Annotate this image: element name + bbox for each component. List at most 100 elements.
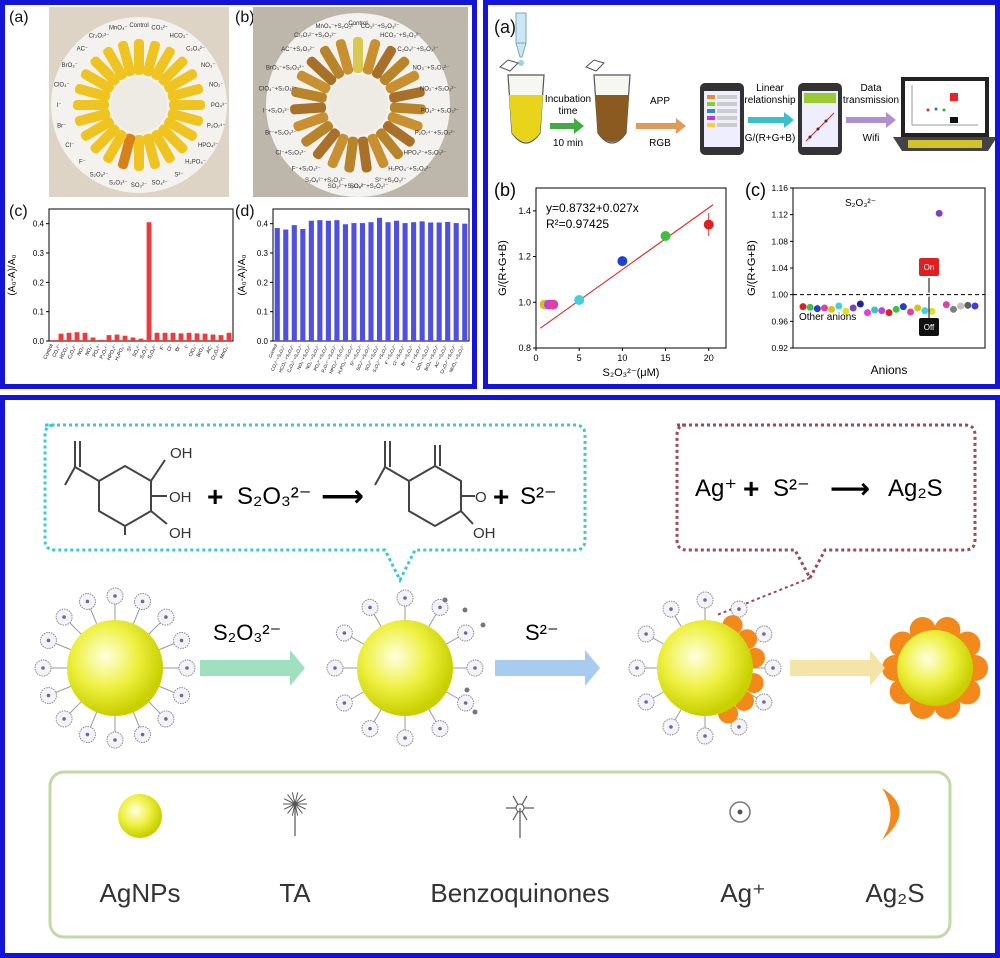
tube [389,102,426,115]
x-tick-label: NO₃⁻ [76,343,87,357]
legend-benzoquinones-label: Benzoquinones [430,878,609,908]
data-point [899,303,907,311]
tube [163,69,198,93]
tube-label: SO₄²⁻+S₂O₃²⁻ [350,184,388,190]
tube-label: Cl⁻ [65,143,74,149]
bar [226,332,232,341]
legend-ta-icon [283,792,307,836]
ta-ligand-core [403,736,407,740]
bar [291,225,297,341]
bar [342,224,348,341]
quinone-structure [374,441,475,528]
bar [66,332,72,341]
tube [335,39,354,75]
bar [122,335,128,341]
ta-ligand-core [85,599,90,604]
tube-label: I⁻+S₂O₃²⁻ [263,109,290,115]
ta-ligand-core [164,717,168,721]
benzoquinone-dot [462,607,468,613]
tube-label: S₂O₈²⁻ [90,172,109,178]
bar [368,222,374,341]
tube [301,120,334,147]
data-point [971,302,979,310]
bar [334,220,340,341]
tube [158,56,188,86]
ta-ligand-core [342,701,347,705]
data-point [835,302,843,310]
left-panel: (a) (b) (c) (d) Control CO₃²⁻ HCO₃⁻ C₂O₄²⁻ N… [0,0,477,389]
ta-spoke [294,803,307,810]
chart-title-b: (b) [494,180,516,200]
tube [293,112,329,132]
bar [411,222,417,341]
arrow-stage3-icon [790,650,885,686]
arrow-stage1-icon [200,650,305,686]
arrow-label-sulfide: S²⁻ [525,620,559,645]
tube [134,135,144,171]
oh-top: OH [170,445,193,462]
tube-label: PO₄³⁻ [211,103,227,109]
tube-label: HCO₃⁻+S₂O₃²⁻ [380,33,421,39]
tube-label: Control [348,21,367,27]
bar [114,334,120,341]
scatter-chart-anions: (c) 0.92 0.96 1.00 1.04 1.08 1.12 1.16 G/(R+G+B)… [745,180,986,377]
benzoquinone-dot [442,597,448,603]
label-c: (c) [9,203,28,220]
tube [362,39,381,75]
tube-label: S₂O₃²⁻ [109,180,128,186]
data-point [849,304,857,312]
ta-ligand-core [403,596,407,600]
on-badge [919,258,939,276]
ta-ligand-core [737,607,741,611]
bar [300,228,306,341]
tube [371,45,397,79]
ta-ligand-core [46,693,51,698]
reaction-arrow-1: ⟶ [321,480,364,513]
scatter-chart-linear: (b) 0.8 1.0 1.2 1.4 0 5 10 15 20 G/(R+G+B) S₂O₃²⁻(μ… [494,180,727,379]
x-tick-label: PO₄³⁻ [92,343,103,358]
ta-ligand-core [473,666,477,670]
y-axis-label: G/(R+G+B) [746,240,758,296]
ta-spoke [294,803,303,814]
fit-equation: y=0.8732+0.027x [546,201,639,215]
y-tick-label: 0.1 [257,308,269,317]
tube [291,86,327,103]
label-d: (d) [235,203,255,220]
tube-label: F⁻ [79,160,86,166]
tube-label: Br⁻+S₂O₃²⁻ [265,130,296,136]
data-point [703,219,714,230]
tube [163,117,198,141]
x-tick-label: 5 [577,353,582,363]
tube-label: C₂O₄²⁻+S₂O₃²⁻ [397,47,438,53]
agnp-core [657,620,753,716]
other-anions-label: Other anions [799,312,856,323]
bar [50,340,56,341]
tube-label: SO₄²⁻ [152,180,168,186]
bar [351,223,357,341]
data-point [821,304,828,312]
ta-ligand-core [438,726,442,731]
tube-label: S²⁻ [174,172,183,178]
bar [308,220,314,341]
y-axis-label: (A₀-A)/A₀ [7,254,18,295]
bar [359,223,366,341]
pipette-icon [515,12,527,66]
bar [462,223,468,341]
tube [312,128,341,160]
tube [134,39,144,75]
tube [167,108,204,127]
tube [344,136,359,173]
bar [138,338,144,341]
tube-label: CO₃²⁻+S₂O₃²⁻ [361,24,400,30]
tube-label: NO₂⁻+S₂O₃²⁻ [420,86,457,92]
photo-wheel-a: Control CO₃²⁻ HCO₃⁻ C₂O₄²⁻ NO₃⁻ NO₂⁻ PO₄³⁻ P₂O₇… [49,7,229,197]
ta-spoke [287,803,296,814]
tube-label: Cr₂O₇²⁻+S₂O₃²⁻ [294,33,337,39]
bar [385,222,391,341]
tube-label: ClO₄⁻+S₂O₃²⁻ [259,86,297,92]
tube-label: HPO₄²⁻ [198,143,219,149]
bar [283,229,289,341]
x-tick-label: AC⁻ [205,343,215,355]
particle-stages [34,587,988,749]
